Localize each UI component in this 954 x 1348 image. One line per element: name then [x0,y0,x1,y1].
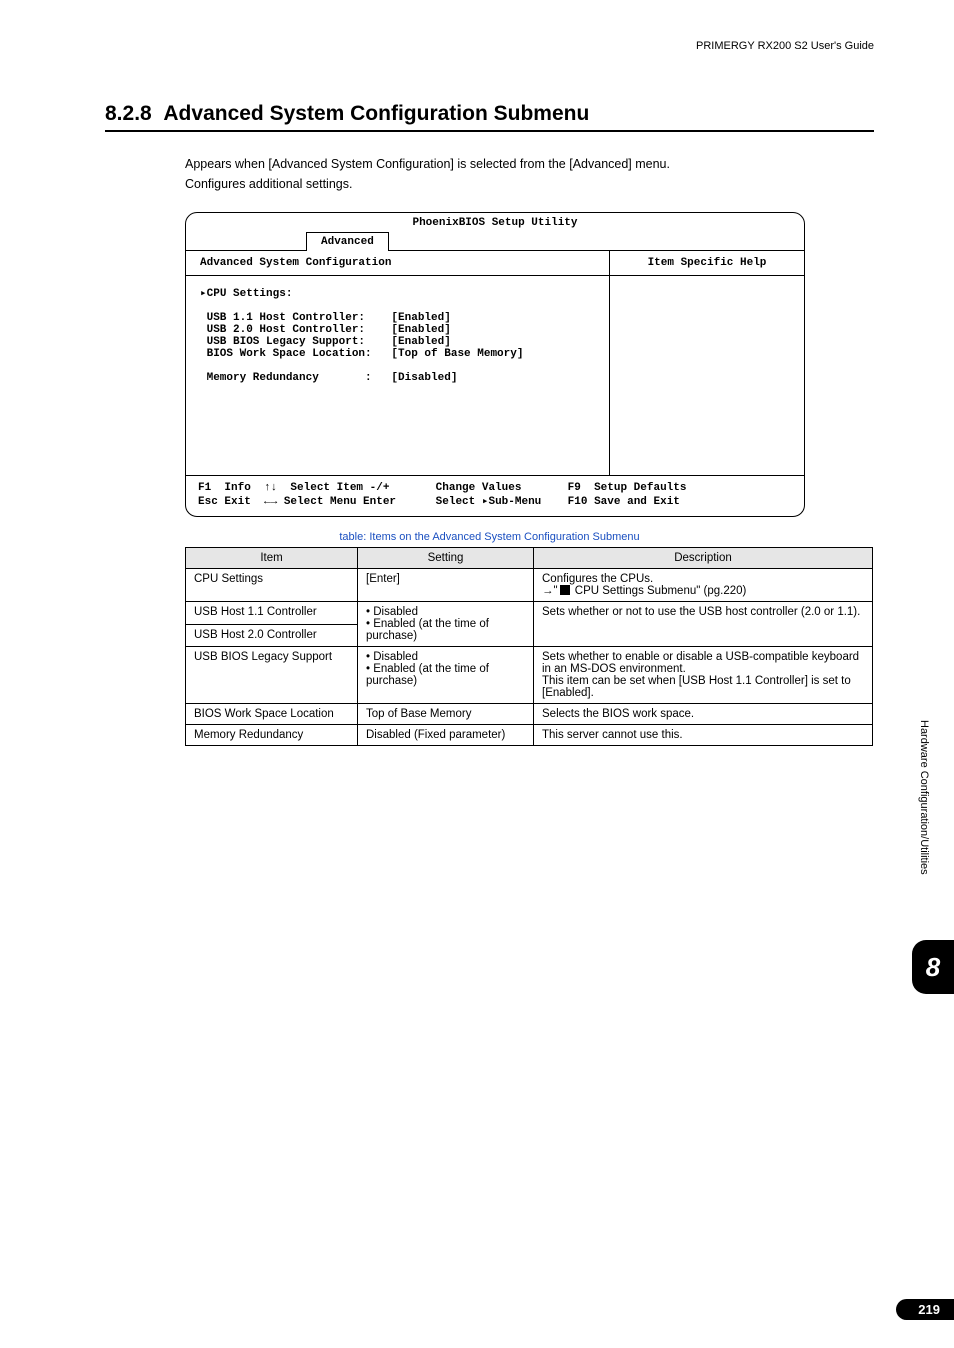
bios-body-left: ▸CPU Settings: USB 1.1 Host Controller: … [186,276,609,475]
cell-item: USB Host 2.0 Controller [186,624,358,647]
th-description: Description [534,548,873,569]
desc-text: Configures the CPUs. [542,573,653,585]
table-caption: table: Items on the Advanced System Conf… [105,531,874,543]
setting-opt: • Enabled (at the time of purchase) [366,663,489,687]
cell-item: USB BIOS Legacy Support [186,647,358,704]
table-row: BIOS Work Space Location Top of Base Mem… [186,704,873,725]
black-square-icon [560,585,570,595]
cell-setting: [Enter] [358,569,534,602]
table-row: USB BIOS Legacy Support • Disabled • Ena… [186,647,873,704]
bios-tab-advanced: Advanced [306,232,389,251]
cell-setting: • Disabled • Enabled (at the time of pur… [358,602,534,647]
cell-desc: Configures the CPUs. →" CPU Settings Sub… [534,569,873,602]
cell-setting: • Disabled • Enabled (at the time of pur… [358,647,534,704]
desc-suffix: CPU Settings Submenu" (pg.220) [572,585,747,597]
cell-setting: Disabled (Fixed parameter) [358,725,534,746]
setting-opt: • Disabled [366,606,418,618]
cell-desc: This server cannot use this. [534,725,873,746]
cell-item: CPU Settings [186,569,358,602]
table-row: Memory Redundancy Disabled (Fixed parame… [186,725,873,746]
table-row: CPU Settings [Enter] Configures the CPUs… [186,569,873,602]
cell-item: BIOS Work Space Location [186,704,358,725]
page-number: 219 [896,1299,954,1320]
cell-desc: Selects the BIOS work space. [534,704,873,725]
side-section-label: Hardware Configuration/Utilities [918,720,930,875]
bios-right-header: Item Specific Help [609,251,804,275]
config-table: Item Setting Description CPU Settings [E… [185,547,873,746]
bios-left-header: Advanced System Configuration [186,251,609,275]
cell-item: Memory Redundancy [186,725,358,746]
table-header-row: Item Setting Description [186,548,873,569]
section-number: 8.2.8 [105,102,152,125]
side-chapter-badge: 8 [912,940,954,994]
cell-item: USB Host 1.1 Controller [186,602,358,625]
th-setting: Setting [358,548,534,569]
bios-screenshot: PhoenixBIOS Setup Utility Advanced Advan… [185,212,805,517]
bios-body-right [609,276,804,475]
th-item: Item [186,548,358,569]
setting-opt: • Disabled [366,651,418,663]
cell-setting: Top of Base Memory [358,704,534,725]
desc-prefix: →" [542,585,558,597]
intro-line-2: Configures additional settings. [185,174,874,194]
bios-utility-title: PhoenixBIOS Setup Utility [186,213,804,231]
section-title: 8.2.8 Advanced System Configuration Subm… [105,102,874,132]
table-row: USB Host 1.1 Controller • Disabled • Ena… [186,602,873,625]
cell-desc: Sets whether or not to use the USB host … [534,602,873,647]
bios-footer: F1 Info ↑↓ Select Item -/+ Change Values… [186,476,804,516]
cell-desc: Sets whether to enable or disable a USB-… [534,647,873,704]
setting-opt: • Enabled (at the time of purchase) [366,618,489,642]
intro-line-1: Appears when [Advanced System Configurat… [185,154,874,174]
section-heading: Advanced System Configuration Submenu [163,102,589,125]
header-guide: PRIMERGY RX200 S2 User's Guide [105,40,874,52]
bios-tab-row: Advanced [186,231,804,251]
